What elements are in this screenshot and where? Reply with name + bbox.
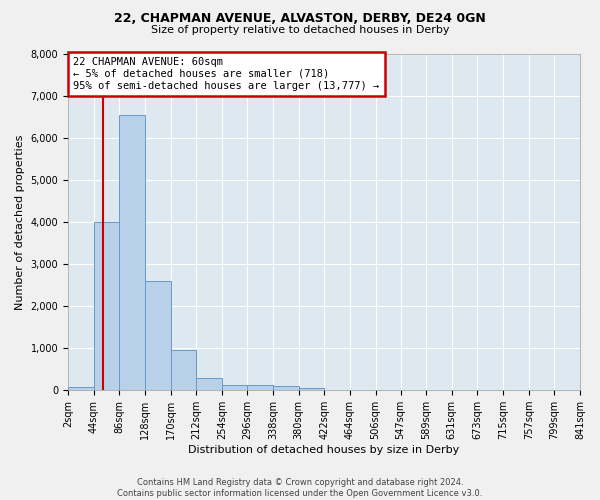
Bar [273, 386, 299, 390]
Y-axis label: Number of detached properties: Number of detached properties [15, 134, 25, 310]
Bar [222, 385, 247, 390]
Text: Size of property relative to detached houses in Derby: Size of property relative to detached ho… [151, 25, 449, 35]
X-axis label: Distribution of detached houses by size in Derby: Distribution of detached houses by size … [188, 445, 460, 455]
Bar [68, 387, 94, 390]
Text: Contains HM Land Registry data © Crown copyright and database right 2024.
Contai: Contains HM Land Registry data © Crown c… [118, 478, 482, 498]
Bar [196, 378, 222, 390]
Bar [170, 350, 196, 390]
Text: 22, CHAPMAN AVENUE, ALVASTON, DERBY, DE24 0GN: 22, CHAPMAN AVENUE, ALVASTON, DERBY, DE2… [114, 12, 486, 26]
Bar [145, 281, 170, 390]
Bar [299, 388, 325, 390]
Text: 22 CHAPMAN AVENUE: 60sqm
← 5% of detached houses are smaller (718)
95% of semi-d: 22 CHAPMAN AVENUE: 60sqm ← 5% of detache… [73, 58, 379, 90]
Bar [247, 386, 273, 390]
Bar [94, 222, 119, 390]
Bar [119, 115, 145, 390]
